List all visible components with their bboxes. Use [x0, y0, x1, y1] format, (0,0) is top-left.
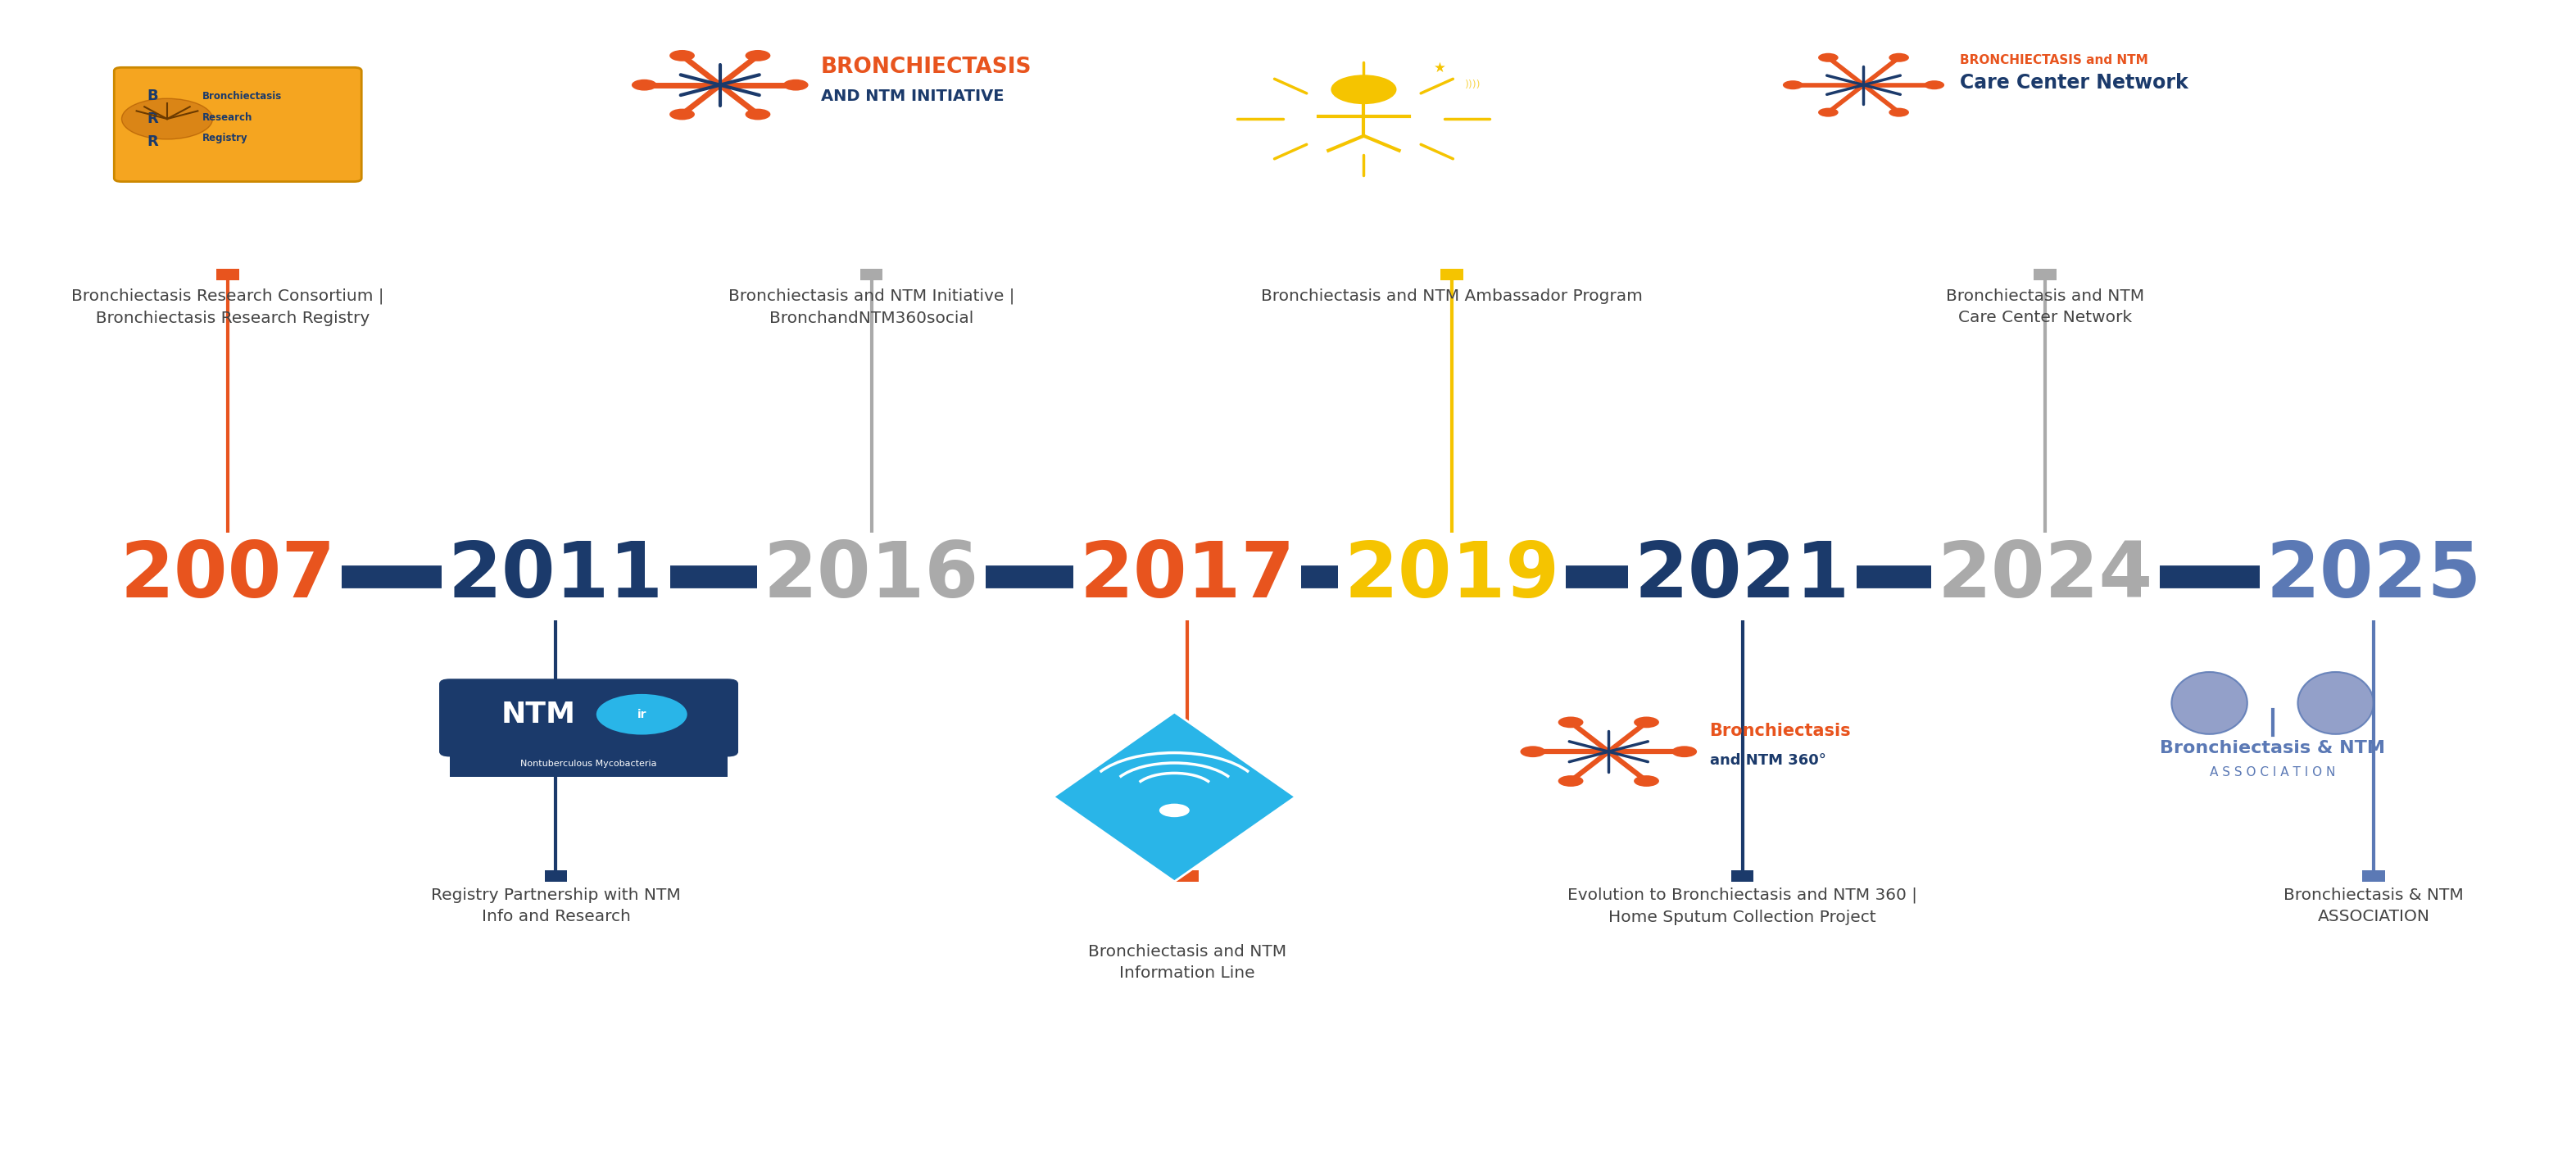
Polygon shape — [1054, 713, 1296, 882]
Text: Bronchiectasis and NTM
Information Line: Bronchiectasis and NTM Information Line — [1087, 943, 1285, 981]
Ellipse shape — [2172, 672, 2246, 734]
Text: Research: Research — [204, 113, 252, 123]
Circle shape — [1633, 775, 1659, 786]
Text: Care Center Network: Care Center Network — [1960, 73, 2187, 92]
Text: Bronchiectasis and NTM Ambassador Program: Bronchiectasis and NTM Ambassador Progra… — [1262, 288, 1643, 304]
Circle shape — [744, 50, 770, 61]
Text: B: B — [147, 89, 157, 104]
Text: Evolution to Bronchiectasis and NTM 360 |
Home Sputum Collection Project: Evolution to Bronchiectasis and NTM 360 … — [1569, 888, 1917, 925]
FancyBboxPatch shape — [440, 679, 737, 756]
Bar — [1440, 269, 1463, 280]
Text: R: R — [147, 134, 157, 149]
Circle shape — [1520, 746, 1546, 758]
Text: 2007: 2007 — [121, 538, 335, 615]
Circle shape — [670, 108, 696, 120]
Circle shape — [1633, 717, 1659, 728]
Text: Registry: Registry — [204, 133, 247, 143]
Bar — [2035, 269, 2056, 280]
Text: R: R — [147, 112, 157, 126]
Bar — [1175, 871, 1198, 882]
Text: BRONCHIECTASIS and NTM: BRONCHIECTASIS and NTM — [1960, 54, 2148, 66]
Circle shape — [631, 80, 657, 91]
Circle shape — [1332, 75, 1396, 104]
Bar — [860, 269, 884, 280]
Text: Bronchiectasis and NTM Initiative |
BronchandNTM360social: Bronchiectasis and NTM Initiative | Bron… — [729, 288, 1015, 326]
FancyBboxPatch shape — [451, 752, 726, 776]
Text: A S S O C I A T I O N: A S S O C I A T I O N — [2210, 767, 2336, 778]
Text: ★: ★ — [1432, 61, 1445, 75]
Bar — [216, 269, 240, 280]
Bar — [1731, 871, 1754, 882]
Text: 2019: 2019 — [1345, 538, 1561, 615]
Circle shape — [1924, 81, 1945, 90]
Ellipse shape — [2298, 672, 2372, 734]
Text: ir: ir — [636, 709, 647, 721]
Text: Bronchiectasis & NTM
ASSOCIATION: Bronchiectasis & NTM ASSOCIATION — [2282, 888, 2463, 925]
Text: 2025: 2025 — [2267, 538, 2481, 615]
Circle shape — [1819, 108, 1839, 116]
Text: 2011: 2011 — [448, 538, 665, 615]
Circle shape — [595, 694, 688, 734]
Circle shape — [1888, 53, 1909, 62]
Text: BRONCHIECTASIS: BRONCHIECTASIS — [822, 56, 1033, 77]
Text: AND NTM INITIATIVE: AND NTM INITIATIVE — [822, 89, 1005, 104]
Circle shape — [1558, 717, 1584, 728]
Circle shape — [1672, 746, 1698, 758]
Circle shape — [744, 108, 770, 120]
Circle shape — [121, 98, 214, 140]
Text: 2016: 2016 — [762, 538, 979, 615]
Text: Nontuberculous Mycobacteria: Nontuberculous Mycobacteria — [520, 760, 657, 768]
Text: Bronchiectasis and NTM
Care Center Network: Bronchiectasis and NTM Care Center Netwo… — [1945, 288, 2146, 325]
Text: Bronchiectasis: Bronchiectasis — [204, 91, 283, 101]
Text: Bronchiectasis & NTM: Bronchiectasis & NTM — [2159, 740, 2385, 756]
Circle shape — [1783, 81, 1803, 90]
Circle shape — [783, 80, 809, 91]
Text: 2021: 2021 — [1636, 538, 1850, 615]
Text: )))): )))) — [1466, 80, 1481, 90]
Circle shape — [1558, 775, 1584, 786]
Text: Bronchiectasis: Bronchiectasis — [1710, 723, 1852, 739]
FancyBboxPatch shape — [113, 68, 361, 181]
Text: and NTM 360°: and NTM 360° — [1710, 753, 1826, 768]
Text: NTM: NTM — [500, 700, 574, 729]
Circle shape — [670, 50, 696, 61]
Text: Bronchiectasis Research Consortium |
  Bronchiectasis Research Registry: Bronchiectasis Research Consortium | Bro… — [72, 288, 384, 326]
Text: 2024: 2024 — [1937, 538, 2154, 615]
Text: Registry Partnership with NTM
Info and Research: Registry Partnership with NTM Info and R… — [430, 888, 680, 925]
Bar — [544, 871, 567, 882]
Circle shape — [1819, 53, 1839, 62]
Bar — [2362, 871, 2385, 882]
Text: 2017: 2017 — [1079, 538, 1296, 615]
Circle shape — [1159, 804, 1190, 817]
Circle shape — [1888, 108, 1909, 116]
